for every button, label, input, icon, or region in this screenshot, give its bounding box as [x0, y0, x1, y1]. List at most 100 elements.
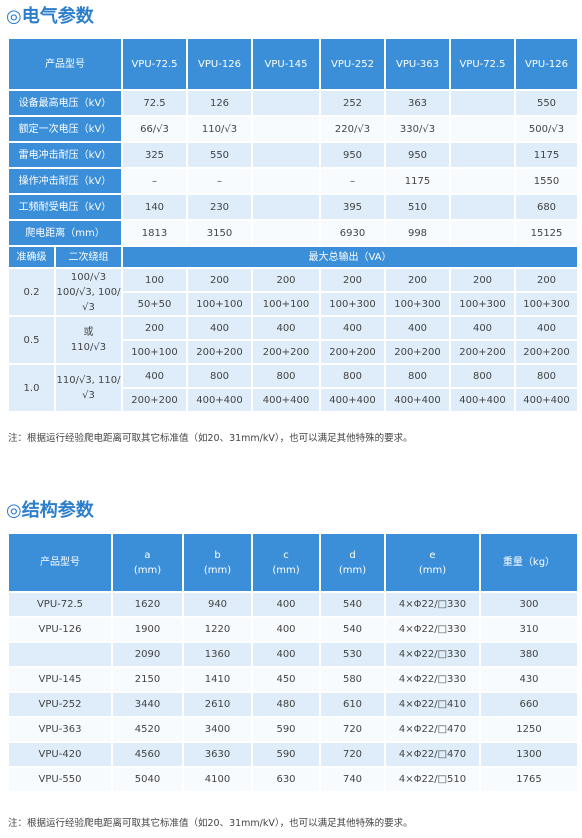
data-cell: 4×Φ22/□330	[385, 617, 480, 642]
data-cell: 800	[320, 364, 385, 388]
data-cell: 800	[450, 364, 515, 388]
header-cell: d (mm)	[320, 533, 385, 592]
cell-text: 爬电距离（mm）	[25, 227, 105, 239]
data-cell: 4×Φ22/□330	[385, 642, 480, 667]
data-cell: –	[122, 168, 187, 194]
cell-text: d	[349, 549, 356, 561]
cell-text: 110/√3	[70, 342, 107, 353]
cell-text: 100+100	[131, 346, 178, 358]
data-cell	[252, 116, 320, 142]
cell-text: 530	[342, 649, 363, 660]
cell-text: 400	[342, 322, 363, 334]
cell-text: 590	[276, 749, 296, 760]
data-cell: 3400	[183, 717, 252, 742]
row-label: VPU-363	[8, 717, 112, 742]
cell-text: 4520	[134, 724, 161, 735]
cell-text: 1410	[204, 674, 231, 685]
cell-text: 1250	[516, 724, 542, 735]
data-cell: 200+200	[252, 340, 320, 364]
cell-text: VPU-72.5	[36, 599, 84, 610]
row-label: 雷电冲击耐压（kV）	[8, 142, 122, 168]
cell-text: 4×Φ22/□470	[398, 749, 467, 760]
cell-text: 220/√3	[334, 123, 371, 135]
header-cell: VPU-126	[187, 38, 252, 90]
data-cell: 590	[252, 742, 320, 767]
cell-text: 设备最高电压（kV）	[18, 97, 112, 109]
data-cell: 480	[252, 692, 320, 717]
cell-text: 800	[536, 370, 557, 382]
cell-text: 1360	[204, 649, 231, 660]
header-cell: VPU-363	[385, 38, 450, 90]
header-cell: 产品型号	[8, 38, 122, 90]
row-label: 爬电距离（mm）	[8, 220, 122, 246]
cell-text: 准确级	[16, 251, 47, 263]
data-cell: 100+300	[515, 292, 578, 316]
note: 注：根据运行经验爬电距离可取其它标准值（如20、31mm/kV），也可以满足其他…	[8, 818, 413, 829]
data-cell: 1220	[183, 617, 252, 642]
cell-text: 产品型号	[45, 58, 85, 70]
cell-text: –	[152, 175, 157, 187]
data-cell: 400+400	[515, 388, 578, 412]
data-cell: 940	[183, 592, 252, 617]
cell-text: 200	[144, 322, 165, 334]
cell-text: VPU-126	[38, 624, 82, 635]
cell-text: 450	[276, 674, 296, 685]
header-cell: 最大总输出（VA）	[122, 246, 578, 268]
cell-text: 产品型号	[40, 557, 80, 568]
data-cell	[450, 116, 515, 142]
header-cell: 产品型号	[8, 533, 112, 592]
cell-text: 800	[342, 370, 363, 382]
data-cell: 950	[320, 142, 385, 168]
data-cell: 4560	[112, 742, 183, 767]
cell-text: 200	[407, 274, 428, 286]
data-cell: 680	[515, 194, 578, 220]
cell-text: 1175	[404, 175, 431, 187]
cell-text: 200+200	[329, 346, 376, 358]
data-cell: 500/√3	[515, 116, 578, 142]
section-title: ◎结构参数	[6, 500, 94, 521]
data-cell: 430	[480, 667, 578, 692]
data-cell: 230	[187, 194, 252, 220]
cell-text: 50+50	[137, 298, 172, 310]
cell-text: 2150	[134, 674, 161, 685]
row-label: VPU-252	[8, 692, 112, 717]
winding-cell: 110/√3, 110/√3	[55, 364, 122, 412]
cell-text: 110/√3, 110/√3	[56, 375, 121, 401]
cell-text: VPU-363	[396, 58, 439, 70]
data-cell: 1175	[515, 142, 578, 168]
data-cell	[252, 168, 320, 194]
cell-text: 126	[209, 97, 230, 109]
cell-text: 4×Φ22/□410	[398, 699, 467, 710]
data-cell	[450, 168, 515, 194]
data-cell: 400	[252, 617, 320, 642]
data-cell	[450, 194, 515, 220]
data-cell: 1900	[112, 617, 183, 642]
cell-text: 230	[209, 201, 230, 213]
cell-text: 200+200	[394, 346, 441, 358]
data-cell: 3630	[183, 742, 252, 767]
cell-text: 740	[342, 774, 363, 785]
data-cell: 72.5	[122, 90, 187, 116]
cell-text: 3150	[206, 227, 233, 239]
cell-text: 630	[276, 774, 296, 785]
cell-text: 1813	[141, 227, 168, 239]
data-cell: 300	[480, 592, 578, 617]
cell-text: 480	[276, 699, 296, 710]
cell-text: 2610	[204, 699, 231, 710]
data-cell: 740	[320, 767, 385, 792]
data-cell: 400	[252, 642, 320, 667]
cell-text: 140	[144, 201, 165, 213]
data-cell: 580	[320, 667, 385, 692]
data-cell	[252, 142, 320, 168]
cell-text: 15125	[530, 227, 563, 239]
header-cell: 准确级	[8, 246, 55, 268]
header-cell: a (mm)	[112, 533, 183, 592]
data-cell: –	[187, 168, 252, 194]
cell-text: 800	[472, 370, 493, 382]
data-cell: 110/√3	[187, 116, 252, 142]
cell-text: 72.5	[143, 97, 166, 109]
data-cell: –	[320, 168, 385, 194]
row-label: VPU-550	[8, 767, 112, 792]
cell-text: 4×Φ22/□330	[398, 599, 467, 610]
